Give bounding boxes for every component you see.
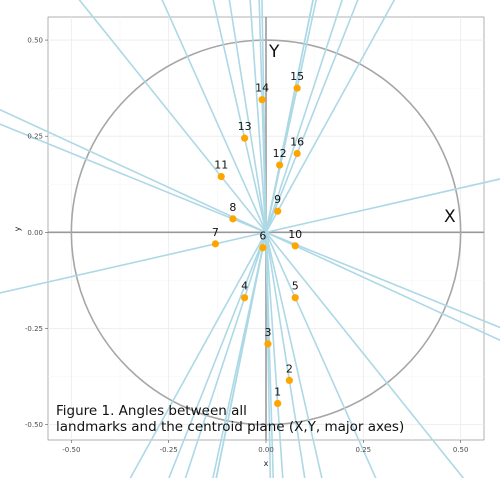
landmark-points <box>211 84 301 408</box>
y-tick-label: 0.25 <box>27 133 43 141</box>
point-5 <box>291 294 299 302</box>
y-tick-label: -0.50 <box>25 421 43 429</box>
caption-line-1: Figure 1. Angles between all <box>56 403 247 419</box>
point-label-14: 14 <box>255 82 269 95</box>
point-label-1: 1 <box>274 385 281 398</box>
point-label-12: 12 <box>273 147 287 160</box>
point-label-15: 15 <box>290 70 304 83</box>
reference-circle <box>70 39 462 426</box>
point-14 <box>258 96 266 104</box>
point-13 <box>240 134 249 142</box>
y-tick-label: 0.50 <box>27 37 43 45</box>
x-tick-label: -0.50 <box>62 446 80 454</box>
point-3 <box>264 340 272 348</box>
x-axis-ticks: -0.50 -0.25 0.00 0.25 0.50 <box>62 440 468 454</box>
point-15 <box>293 84 301 92</box>
x-tick-label: 0.00 <box>258 446 274 454</box>
circle-layer <box>70 39 462 426</box>
point-label-16: 16 <box>290 136 304 149</box>
y-axis-title: y <box>13 226 22 231</box>
point-12 <box>276 161 284 169</box>
x-tick-label: -0.25 <box>160 446 178 454</box>
point-7 <box>211 240 219 248</box>
caption-line-2: landmarks and the centroid plane (X,Y, m… <box>56 419 404 435</box>
y-tick-label: -0.25 <box>25 325 43 333</box>
x-tick-label: 0.50 <box>453 446 469 454</box>
point-label-4: 4 <box>241 280 248 293</box>
point-label-11: 11 <box>214 159 228 172</box>
point-16 <box>293 149 301 158</box>
point-4 <box>240 294 249 302</box>
point-label-9: 9 <box>274 193 281 206</box>
point-label-10: 10 <box>288 228 302 241</box>
x-axis-letter: X <box>444 207 456 227</box>
point-2 <box>285 376 293 384</box>
point-label-6: 6 <box>259 230 266 243</box>
point-1 <box>274 399 282 408</box>
point-label-13: 13 <box>238 120 252 133</box>
point-label-5: 5 <box>292 280 299 293</box>
point-9 <box>274 207 282 215</box>
point-label-8: 8 <box>229 201 236 214</box>
point-8 <box>229 215 237 223</box>
y-axis-ticks: -0.50 -0.25 0.00 0.25 0.50 <box>25 37 48 429</box>
point-6 <box>259 244 267 252</box>
point-label-3: 3 <box>264 326 271 339</box>
point-11 <box>217 172 225 181</box>
point-label-7: 7 <box>212 226 219 239</box>
x-axis-title: x <box>264 459 269 468</box>
point-10 <box>291 242 299 250</box>
y-axis-letter: Y <box>268 42 280 62</box>
y-tick-label: 0.00 <box>27 229 43 237</box>
point-label-2: 2 <box>286 362 293 375</box>
x-tick-label: 0.25 <box>356 446 372 454</box>
